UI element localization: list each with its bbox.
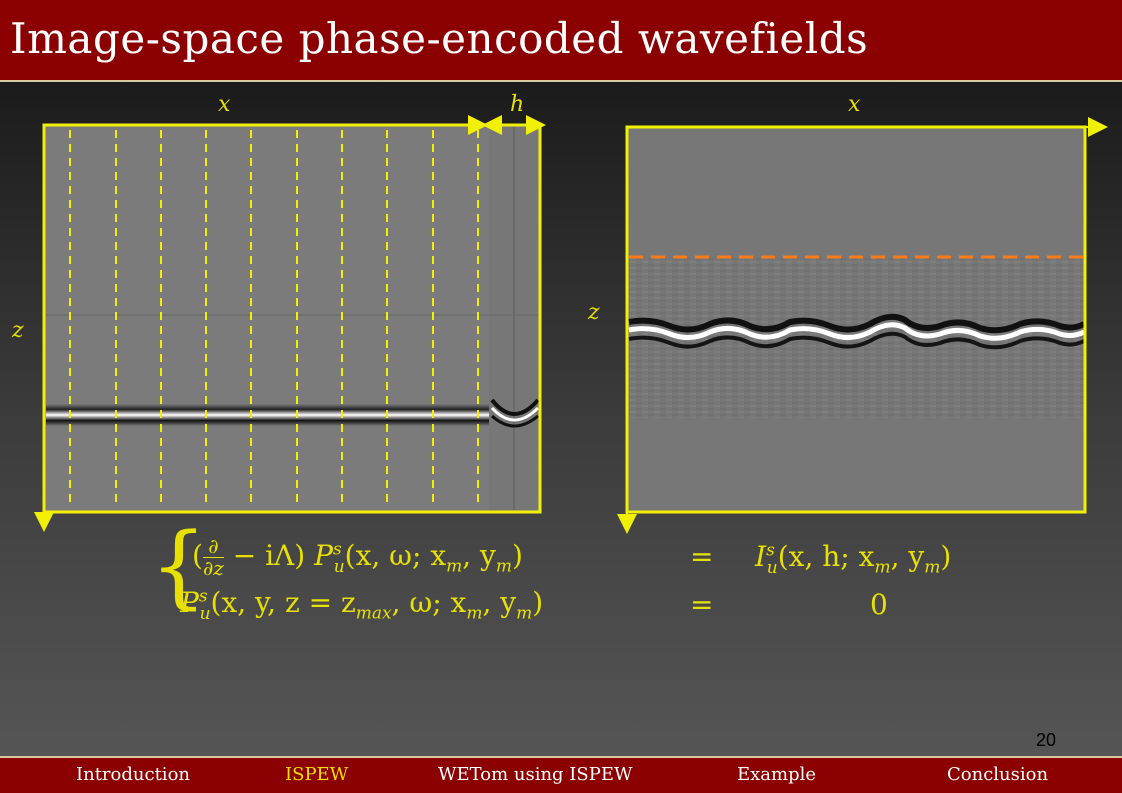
left-panel-image xyxy=(44,125,540,512)
equation-line-1-eq: = xyxy=(690,540,714,573)
nav-wetom-using-ispew[interactable]: WETom using ISPEW xyxy=(438,764,633,785)
h-gather-focus xyxy=(490,398,540,416)
equation-line-1-rhs: Isu(x, h; xm, ym) xyxy=(755,540,952,578)
nav-ispew[interactable]: ISPEW xyxy=(285,764,349,785)
left-panel xyxy=(34,115,546,532)
footer-nav: Introduction ISPEW WETom using ISPEW Exa… xyxy=(0,756,1122,793)
right-z-label: z xyxy=(588,300,600,325)
right-panel xyxy=(617,117,1108,534)
nav-conclusion[interactable]: Conclusion xyxy=(947,764,1049,785)
equation-brace: { xyxy=(150,514,208,619)
left-x-label: x xyxy=(218,92,231,117)
equation-block: { (∂ ∂z − iΛ) Psu(x, ω; xm, ym) = Isu(x, … xyxy=(150,522,1030,638)
equation-line-1: (∂ ∂z − iΛ) Psu(x, ω; xm, ym) xyxy=(192,534,523,580)
right-x-label: x xyxy=(848,92,861,117)
nav-introduction[interactable]: Introduction xyxy=(76,764,190,785)
right-reflector-bright xyxy=(628,322,1086,341)
nav-example[interactable]: Example xyxy=(737,764,817,785)
equation-line-2-rhs: 0 xyxy=(870,588,888,621)
left-z-label: z xyxy=(12,318,24,343)
left-reflector xyxy=(46,404,489,426)
equation-line-2: Psu(x, y, z = zmax, ω; xm, ym) xyxy=(180,586,544,624)
dashed-source-lines xyxy=(69,130,479,508)
equation-line-2-eq: = xyxy=(690,588,714,621)
right-reflector-dark xyxy=(628,313,1086,334)
title-bar: Image-space phase-encoded wavefields xyxy=(0,0,1122,82)
slide-title: Image-space phase-encoded wavefields xyxy=(10,14,869,63)
left-h-label: h xyxy=(510,92,525,117)
page-number: 20 xyxy=(1035,730,1056,750)
